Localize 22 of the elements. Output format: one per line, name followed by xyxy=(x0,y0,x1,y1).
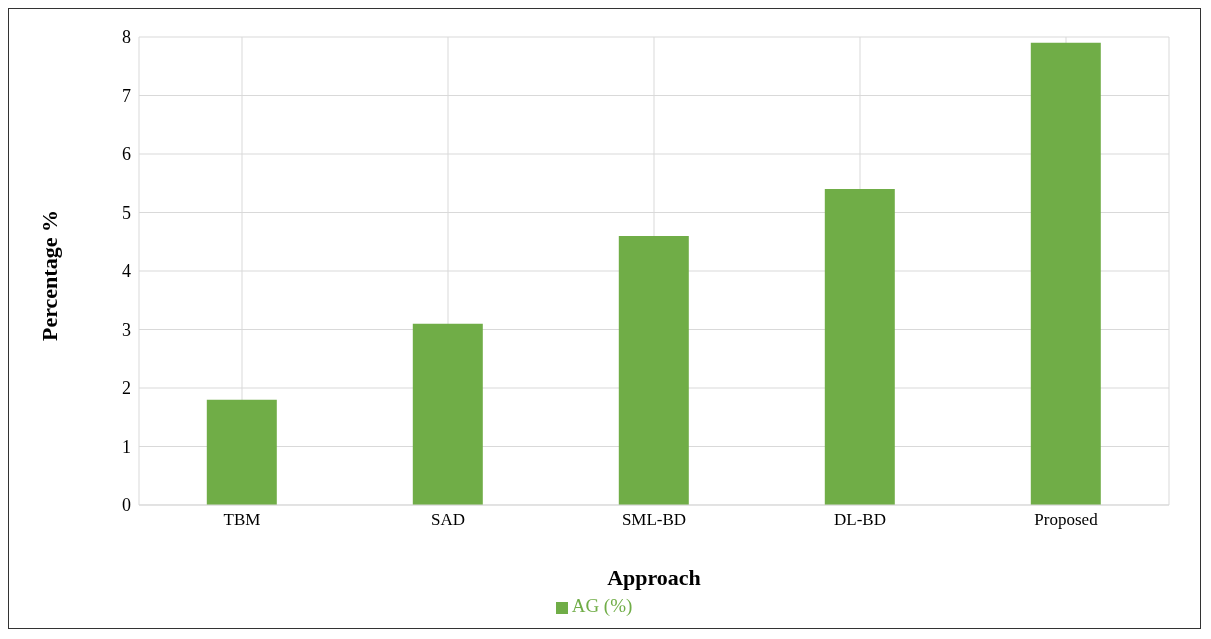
y-tick-label: 4 xyxy=(122,261,131,282)
legend-label: AG (%) xyxy=(571,595,633,616)
x-tick-label: SAD xyxy=(430,510,466,530)
y-tick-label: 8 xyxy=(122,27,131,48)
bar xyxy=(206,399,277,505)
bar xyxy=(412,323,483,505)
y-tick-label: 6 xyxy=(122,144,131,165)
y-tick-label: 5 xyxy=(122,202,131,223)
bar xyxy=(824,189,895,505)
x-tick-label: TBM xyxy=(223,510,261,530)
x-axis-title: Approach xyxy=(607,565,701,590)
x-tick-label: Proposed xyxy=(1034,510,1099,530)
x-tick-label: SML-BD xyxy=(621,510,687,530)
y-tick-label: 7 xyxy=(122,85,131,106)
y-tick-label: 1 xyxy=(122,436,131,457)
x-tick-label: DL-BD xyxy=(834,510,886,530)
bar xyxy=(618,235,689,505)
bar xyxy=(1030,42,1101,505)
y-tick-label: 3 xyxy=(122,319,131,340)
y-tick-label: 0 xyxy=(122,495,131,516)
y-axis-title: Percentage % xyxy=(36,210,62,341)
y-tick-label: 2 xyxy=(122,378,131,399)
